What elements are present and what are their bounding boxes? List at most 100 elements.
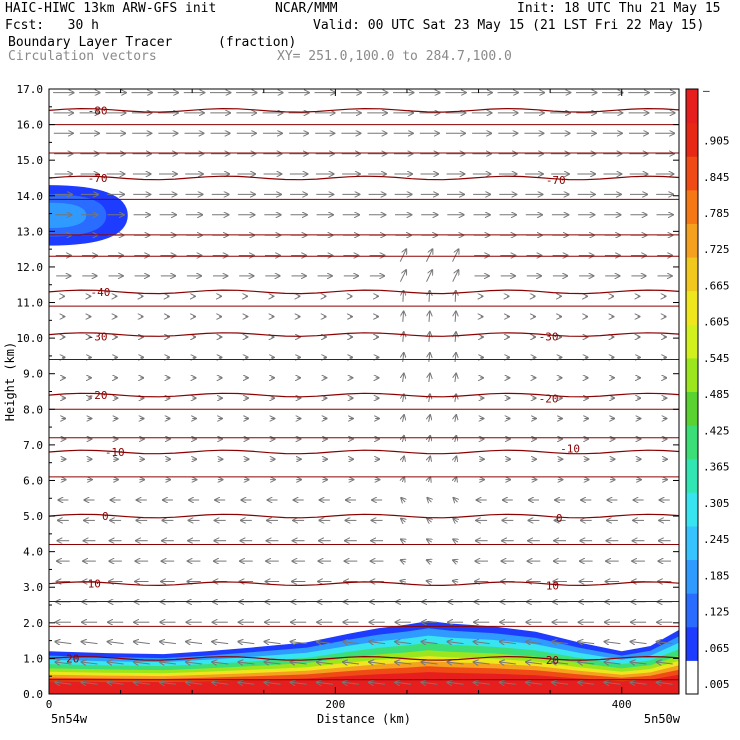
- circulation-vector: [265, 662, 281, 664]
- contour-label: 20: [66, 652, 79, 665]
- colorbar-tick-label: .125: [703, 606, 730, 619]
- circulation-vector: [317, 642, 333, 644]
- circulation-vector: [455, 415, 456, 423]
- y-tick-label: 2.0: [23, 617, 43, 630]
- circulation-vector: [291, 642, 307, 644]
- forecast-hour: Fcst: 30 h: [5, 18, 99, 33]
- circulation-vector: [238, 662, 255, 664]
- colorbar-swatch: [686, 257, 698, 292]
- circulation-vector: [429, 374, 430, 382]
- y-tick-label: 17.0: [17, 83, 44, 96]
- circulation-vector: [212, 662, 229, 664]
- circulation-vector: [500, 642, 516, 644]
- circulation-vector: [526, 682, 543, 684]
- contour-label: -80: [88, 104, 108, 117]
- circulation-vector: [134, 682, 150, 684]
- circulation-vector: [453, 539, 458, 542]
- circulation-vector: [186, 662, 203, 664]
- circulation-vector: [55, 662, 72, 664]
- circulation-vector: [55, 642, 72, 644]
- contour-label: -40: [91, 286, 111, 299]
- circulation-vector: [134, 662, 150, 664]
- circulation-vector: [401, 581, 406, 582]
- circulation-vector: [578, 642, 595, 644]
- vector-field-name: Circulation vectors: [8, 49, 157, 64]
- circulation-vector: [455, 457, 457, 463]
- colorbar-swatch: [686, 89, 698, 124]
- circulation-vector: [369, 662, 386, 664]
- circulation-vector: [160, 662, 176, 664]
- colorbar-tick-label: .185: [703, 569, 730, 582]
- contour-label: -70: [546, 174, 566, 187]
- circulation-vector: [427, 560, 432, 562]
- colorbar-tick-label: .485: [703, 388, 730, 401]
- circulation-vector: [631, 642, 647, 644]
- circulation-vector: [448, 682, 464, 684]
- circulation-vector: [429, 457, 431, 463]
- circulation-vector: [291, 662, 307, 664]
- circulation-vector: [448, 662, 464, 664]
- circulation-vector: [604, 642, 621, 644]
- circulation-vector: [455, 477, 457, 482]
- circulation-vector: [455, 394, 456, 402]
- org-label: NCAR/MMM: [275, 1, 338, 16]
- circulation-vector: [657, 662, 673, 664]
- colorbar-swatch: [686, 458, 698, 493]
- colorbar-tick-label: .365: [703, 461, 730, 474]
- colorbar-swatch: [686, 492, 698, 527]
- circulation-vector: [160, 682, 176, 684]
- circulation-vector: [552, 662, 569, 664]
- circulation-vector: [455, 312, 456, 322]
- colorbar-tick-label: .305: [703, 497, 730, 510]
- y-tick-label: 9.0: [23, 368, 43, 381]
- circulation-vector: [429, 353, 430, 362]
- circulation-vector: [82, 662, 98, 664]
- circulation-vector: [343, 682, 359, 684]
- valid-time: Valid: 00 UTC Sat 23 May 15 (21 LST Fri …: [313, 18, 705, 33]
- y-tick-label: 1.0: [23, 652, 43, 665]
- circulation-vector: [369, 682, 386, 684]
- circulation-vector: [429, 291, 430, 302]
- contour-label: -20: [539, 393, 559, 406]
- contour-line--70: [48, 175, 680, 181]
- colorbar-top-label: –: [703, 84, 710, 97]
- circulation-vector: [291, 682, 307, 684]
- circulation-vector: [452, 249, 459, 262]
- circulation-vector: [399, 270, 406, 282]
- circulation-vector: [369, 642, 386, 644]
- circulation-vector: [403, 291, 404, 302]
- y-axis-label: Height (km): [3, 342, 17, 421]
- circulation-vector: [453, 519, 457, 523]
- y-tick-label: 7.0: [23, 439, 43, 452]
- circulation-vector: [429, 394, 430, 402]
- contour-label: -10: [560, 442, 580, 455]
- colorbar-swatch: [686, 391, 698, 426]
- y-tick-label: 5.0: [23, 510, 43, 523]
- colorbar-tick-label: .905: [703, 135, 730, 148]
- circulation-vector: [403, 374, 404, 382]
- circulation-vector: [401, 560, 406, 562]
- circulation-vector: [427, 539, 432, 542]
- colorbar-tick-label: .065: [703, 642, 730, 655]
- circulation-vector: [403, 353, 404, 362]
- colorbar-swatch: [686, 189, 698, 224]
- circulation-vector: [429, 415, 431, 423]
- circulation-vector: [657, 642, 673, 644]
- circulation-vector: [657, 682, 673, 684]
- circulation-vector: [403, 415, 405, 423]
- colorbar-swatch: [686, 324, 698, 359]
- colorbar-tick-label: .545: [703, 352, 730, 365]
- x-tick-label: 0: [46, 698, 53, 711]
- circulation-vector: [401, 498, 405, 502]
- colorbar-swatch: [686, 425, 698, 460]
- contour-label: 20: [546, 654, 559, 667]
- circulation-vector: [403, 332, 404, 342]
- field-name: Boundary Layer Tracer: [8, 35, 173, 50]
- colorbar-tick-label: .605: [703, 316, 730, 329]
- contour-label: -70: [88, 172, 108, 185]
- circulation-vector: [455, 332, 456, 342]
- y-tick-label: 16.0: [17, 119, 44, 132]
- y-tick-label: 4.0: [23, 546, 43, 559]
- init-time: Init: 18 UTC Thu 21 May 15: [517, 1, 721, 16]
